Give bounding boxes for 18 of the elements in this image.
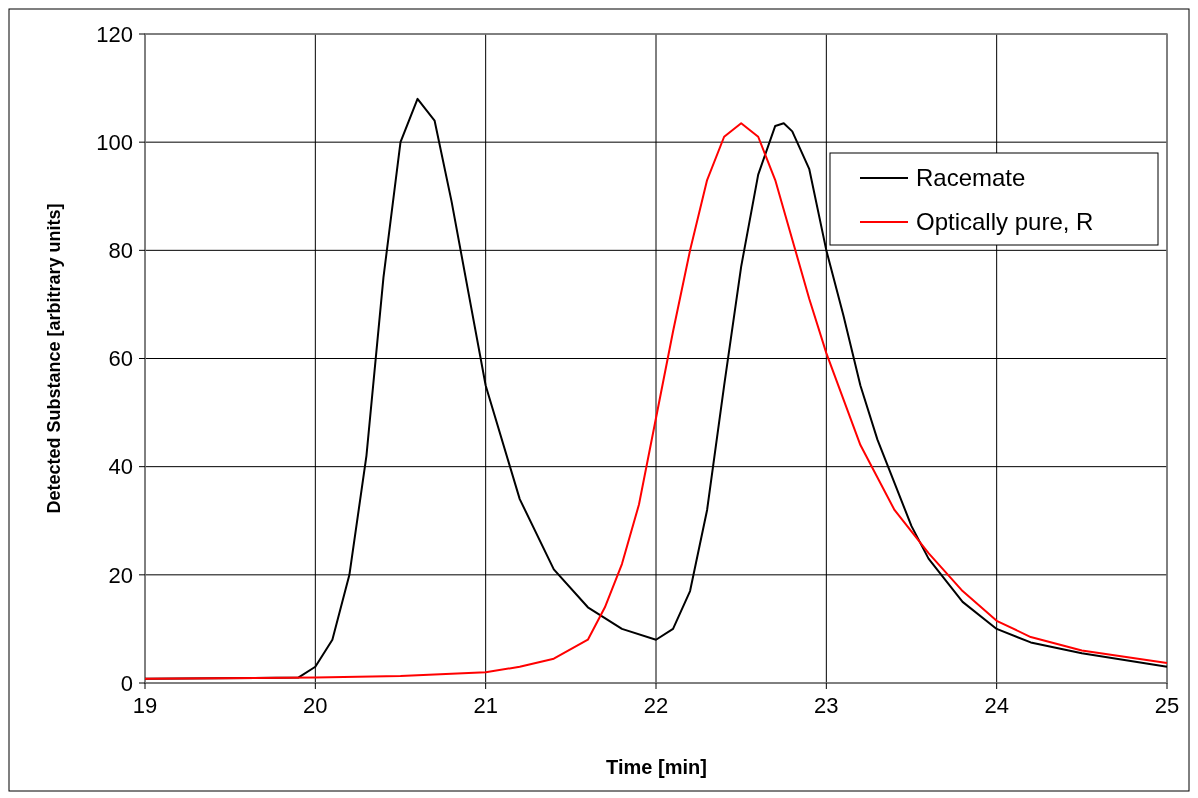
x-tick-label: 19 xyxy=(132,693,158,718)
y-tick-label: 100 xyxy=(96,129,133,155)
x-tick-label: 22 xyxy=(643,693,669,718)
legend-label: Racemate xyxy=(916,164,1026,192)
x-tick-label: 20 xyxy=(303,693,328,718)
x-tick-label: 23 xyxy=(814,693,839,718)
x-tick-label: 25 xyxy=(1154,693,1180,718)
legend-label: Optically pure, R xyxy=(916,208,1094,236)
y-tick-label: 40 xyxy=(108,454,133,480)
y-tick-label: 60 xyxy=(108,346,133,372)
x-tick-label: 24 xyxy=(984,693,1009,718)
x-axis-title: Time [min] xyxy=(606,756,707,778)
y-tick-label: 20 xyxy=(108,562,133,588)
x-tick-label: 21 xyxy=(473,693,498,718)
y-axis-title: Detected Substance [arbitrary units] xyxy=(44,203,64,514)
y-tick-label: 120 xyxy=(96,21,133,47)
y-tick-label: 0 xyxy=(120,670,133,696)
y-tick-label: 80 xyxy=(108,238,133,264)
